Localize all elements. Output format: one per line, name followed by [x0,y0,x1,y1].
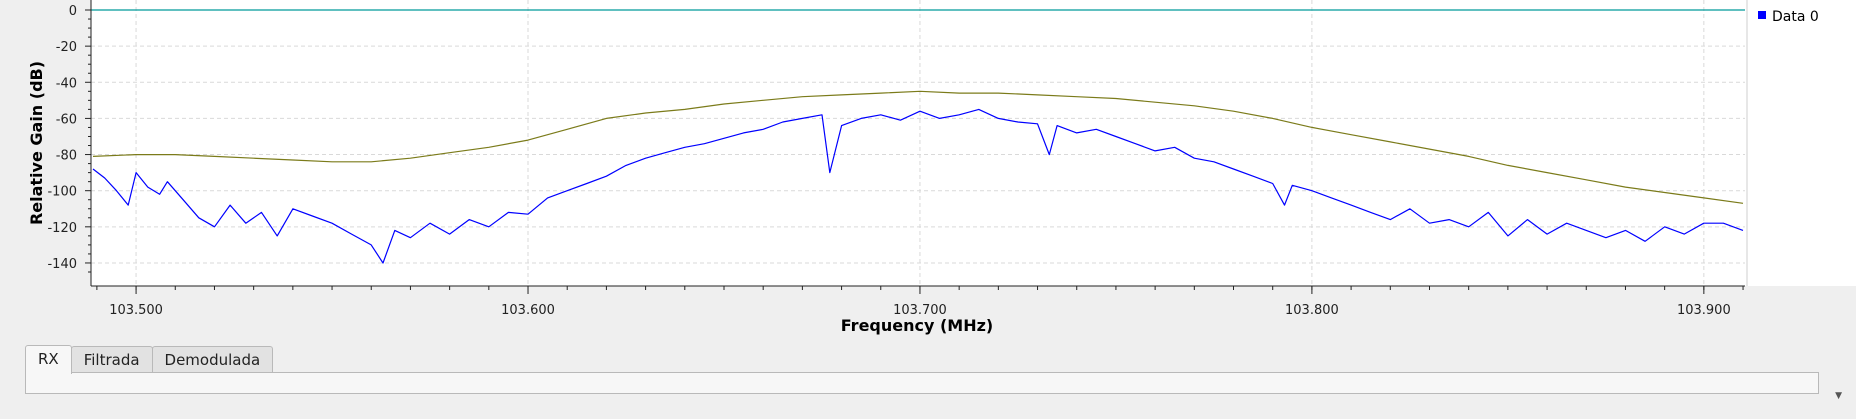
y-tick-label: -80 [56,149,77,164]
resize-grip-icon[interactable]: ▼ [1835,391,1842,401]
x-axis-title: Frequency (MHz) [841,316,993,335]
series-line-1 [92,90,1744,204]
x-tick-label: 103.700 [893,303,947,318]
y-tick-label: -60 [56,112,77,127]
tab-rx[interactable]: RX [25,345,72,374]
y-axis-title: Relative Gain (dB) [27,61,46,225]
x-tick-label: 103.900 [1677,303,1731,318]
legend[interactable]: Data 0 [1758,9,1819,25]
y-tick-label: 0 [69,4,77,19]
legend-label-data-0: Data 0 [1772,9,1819,25]
grid-lines [91,0,1745,284]
y-tick-label: -100 [47,185,77,200]
tab-demodulada[interactable]: Demodulada [151,346,274,373]
y-tick-label: -40 [56,76,77,91]
series-line-0 [92,108,1744,264]
legend-swatch-data-0 [1758,11,1766,19]
tab-content-panel [25,372,1819,394]
plot-area-background [91,0,1747,286]
x-tick-label: 103.600 [501,303,555,318]
spectrum-plot[interactable]: 0 -20 -40 -60 -80 -100 -120 -140 103.500 103.600 1… [0,0,1856,340]
tab-filtrada[interactable]: Filtrada [70,346,153,373]
axes: 0 -20 -40 -60 -80 -100 -120 -140 103.500 103.600 1… [47,0,1745,318]
legend-background [1747,0,1856,286]
x-tick-label: 103.500 [109,303,163,318]
y-tick-label: -140 [47,257,77,272]
y-tick-label: -20 [56,40,77,55]
y-tick-label: -120 [47,221,77,236]
tab-bar: RX Filtrada Demodulada [25,345,274,374]
x-tick-label: 103.800 [1285,303,1339,318]
series-layer [91,9,1745,264]
